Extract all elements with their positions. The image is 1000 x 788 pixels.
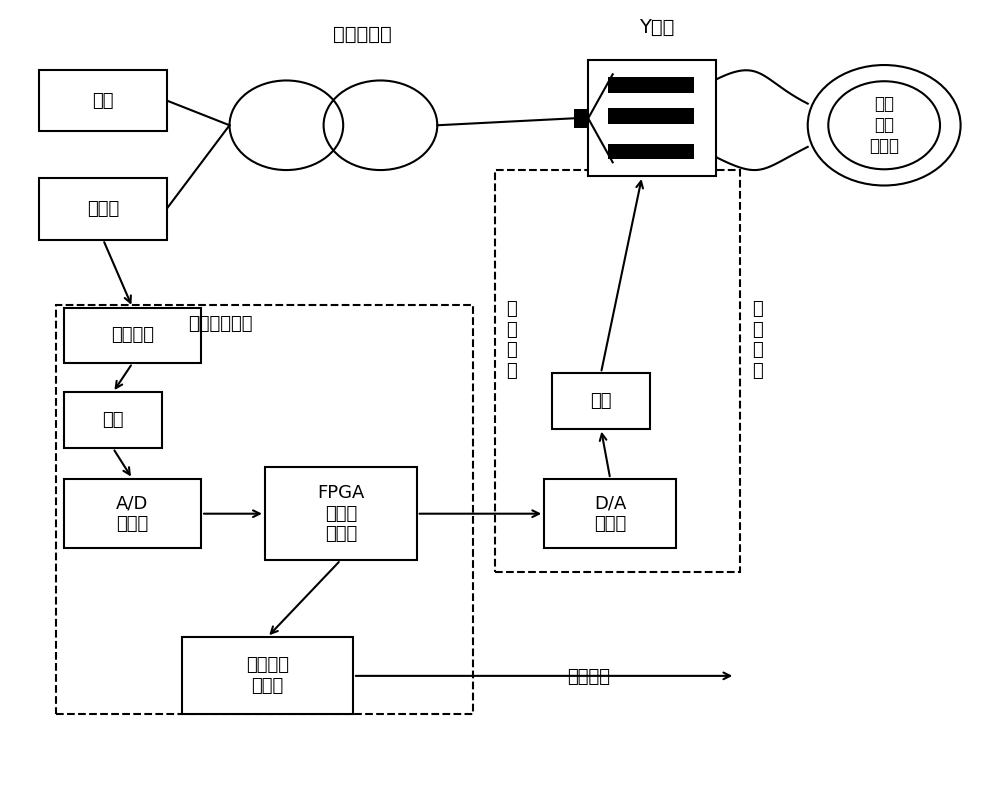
FancyBboxPatch shape: [64, 307, 201, 363]
FancyBboxPatch shape: [544, 479, 676, 548]
Text: 光子
晶体
光纤环: 光子 晶体 光纤环: [869, 95, 899, 155]
FancyBboxPatch shape: [64, 479, 201, 548]
Text: Y波导: Y波导: [639, 17, 674, 37]
FancyBboxPatch shape: [39, 178, 167, 240]
FancyBboxPatch shape: [588, 61, 716, 177]
Text: 陀螺输出: 陀螺输出: [567, 668, 610, 686]
Text: 光源: 光源: [92, 91, 114, 110]
Circle shape: [324, 80, 437, 170]
Text: D/A
转换器: D/A 转换器: [594, 494, 626, 533]
FancyBboxPatch shape: [39, 69, 167, 132]
Circle shape: [230, 80, 343, 170]
Text: 探测器: 探测器: [87, 199, 119, 217]
FancyBboxPatch shape: [182, 637, 353, 715]
FancyBboxPatch shape: [608, 143, 694, 159]
Text: 隔直滤波: 隔直滤波: [111, 326, 154, 344]
FancyBboxPatch shape: [552, 374, 650, 429]
Text: 光纤耦合器: 光纤耦合器: [333, 25, 392, 44]
FancyBboxPatch shape: [574, 109, 588, 128]
FancyBboxPatch shape: [64, 392, 162, 448]
FancyBboxPatch shape: [608, 108, 694, 124]
Text: FPGA
数字逻
辑芯片: FPGA 数字逻 辑芯片: [317, 484, 364, 544]
Text: 前放: 前放: [102, 411, 124, 429]
Text: 数字相敏检测: 数字相敏检测: [188, 315, 253, 333]
Text: A/D
转换器: A/D 转换器: [116, 494, 149, 533]
Circle shape: [808, 65, 961, 185]
FancyBboxPatch shape: [608, 77, 694, 93]
Circle shape: [828, 81, 940, 169]
Text: 信
号
调
制: 信 号 调 制: [506, 299, 517, 380]
Text: 向下抽样
滤波器: 向下抽样 滤波器: [246, 656, 289, 695]
FancyBboxPatch shape: [265, 467, 417, 560]
Text: 闭
环
反
馈: 闭 环 反 馈: [752, 299, 763, 380]
Text: 运放: 运放: [590, 392, 612, 410]
